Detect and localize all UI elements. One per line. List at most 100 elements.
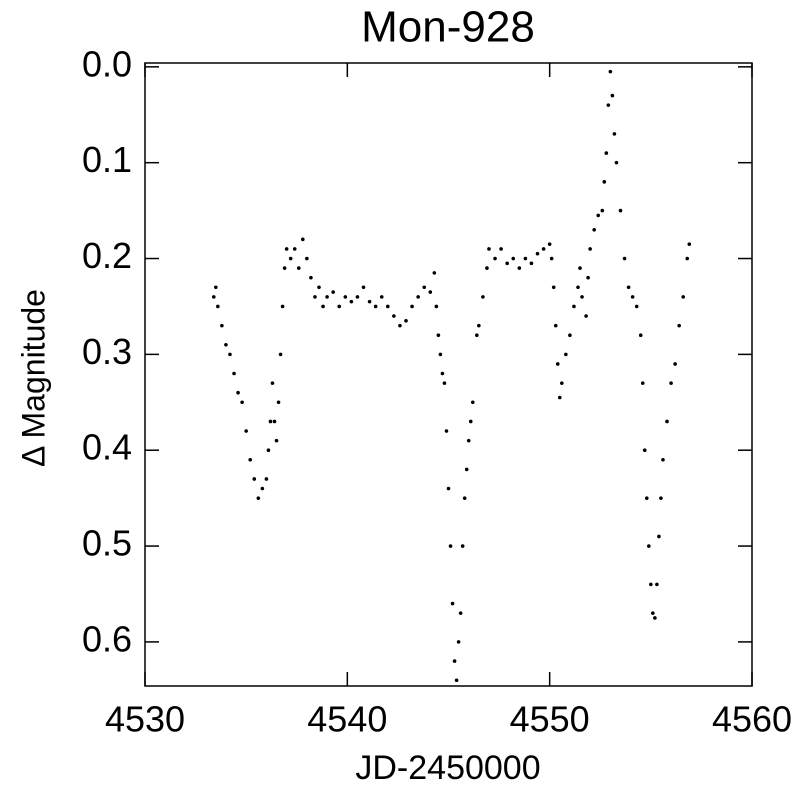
data-point: [612, 132, 617, 136]
data-point: [404, 319, 408, 323]
data-point: [349, 299, 354, 304]
data-point: [608, 69, 613, 74]
data-point: [622, 256, 627, 261]
data-point: [416, 295, 420, 299]
y-tick-label: 0.4: [82, 427, 132, 468]
data-point: [266, 448, 271, 453]
data-point: [438, 352, 443, 357]
x-tick-label: 4560: [712, 699, 792, 740]
data-point: [568, 333, 572, 338]
data-point: [549, 256, 554, 261]
data-point: [578, 266, 582, 270]
data-point: [428, 290, 433, 294]
data-point: [325, 295, 329, 299]
data-point: [232, 371, 236, 376]
data-point: [481, 295, 485, 299]
data-point: [517, 266, 522, 270]
data-point: [651, 611, 655, 615]
data-point: [580, 295, 584, 299]
data-point: [343, 295, 348, 299]
data-point: [511, 256, 516, 261]
data-point: [270, 381, 275, 385]
data-point: [256, 496, 261, 500]
data-point: [278, 352, 283, 357]
data-point: [557, 395, 562, 400]
data-point: [584, 314, 588, 318]
data-point: [610, 93, 615, 98]
data-point: [647, 544, 651, 548]
data-point: [276, 400, 281, 405]
data-point: [448, 544, 453, 548]
data-point: [446, 486, 451, 491]
plot-frame: [144, 62, 753, 687]
y-tick-label: 0.5: [82, 523, 132, 564]
data-point: [681, 295, 686, 299]
data-point: [280, 304, 285, 309]
data-point: [640, 381, 645, 385]
data-point: [274, 438, 279, 443]
data-point: [642, 448, 647, 453]
data-point: [649, 582, 653, 587]
x-axis-label: JD-2450000: [355, 749, 540, 787]
data-point: [284, 247, 289, 251]
data-point: [626, 285, 631, 290]
data-point: [604, 151, 609, 155]
data-point: [288, 256, 293, 261]
data-point: [600, 208, 605, 213]
data-point: [398, 323, 402, 328]
data-point: [460, 544, 465, 548]
data-point: [296, 266, 301, 270]
data-point: [436, 333, 441, 338]
data-point: [337, 304, 342, 309]
data-point: [673, 362, 677, 366]
data-point: [487, 247, 491, 251]
data-point: [268, 419, 273, 424]
data-point: [665, 419, 669, 424]
data-point: [564, 352, 568, 357]
data-point: [618, 208, 623, 213]
data-point: [560, 381, 564, 385]
data-point: [687, 242, 692, 246]
data-point: [541, 247, 546, 251]
data-point: [634, 304, 639, 309]
data-point: [661, 458, 665, 462]
data-point: [677, 323, 681, 328]
data-point: [638, 333, 643, 338]
data-point: [553, 323, 558, 328]
data-point: [685, 256, 690, 261]
data-point: [379, 295, 384, 299]
data-point: [248, 458, 253, 462]
data-point: [588, 247, 592, 251]
data-point: [264, 477, 269, 481]
data-point: [321, 304, 325, 309]
data-point: [464, 467, 469, 472]
data-point: [596, 213, 601, 218]
data-point: [252, 477, 257, 481]
data-point: [434, 304, 439, 309]
data-point: [592, 227, 596, 232]
data-point: [614, 160, 619, 165]
data-point: [523, 256, 528, 261]
x-tick-label: 4550: [510, 699, 590, 740]
y-axis-label: Δ Magnitude: [15, 289, 51, 467]
data-point: [272, 419, 277, 424]
y-tick-label: 0.2: [82, 235, 132, 276]
data-point: [240, 400, 244, 405]
data-point: [305, 256, 309, 261]
data-point: [309, 275, 313, 280]
data-point: [301, 237, 305, 242]
x-tick-label: 4530: [105, 699, 185, 740]
data-point: [477, 323, 481, 328]
data-point: [653, 616, 657, 620]
data-point: [657, 534, 661, 539]
data-point: [485, 266, 489, 270]
data-point: [361, 285, 366, 290]
y-tick-label: 0.6: [82, 618, 132, 659]
data-point: [282, 266, 287, 270]
data-point: [410, 304, 414, 309]
data-point: [373, 304, 378, 309]
data-point: [260, 486, 265, 491]
data-point: [244, 429, 248, 433]
data-point: [602, 180, 607, 184]
